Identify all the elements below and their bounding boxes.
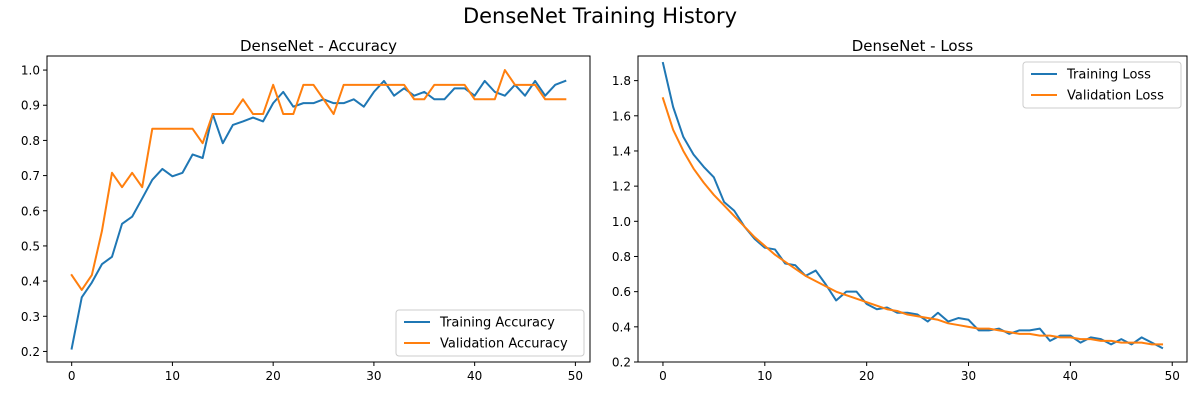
panel-1-x-tick-label: 10 bbox=[165, 369, 180, 383]
panel-2-y-tick-label: 0.8 bbox=[612, 250, 631, 264]
figure-title: DenseNet Training History bbox=[462, 4, 738, 28]
panel-1-y-tick-label: 0.8 bbox=[21, 134, 40, 148]
panel-1-title: DenseNet - Accuracy bbox=[240, 37, 397, 55]
panel-1-y-tick-label: 1.0 bbox=[21, 64, 40, 78]
panel-2-x-tick-label: 10 bbox=[757, 369, 772, 383]
panel-1-legend: Training Accuracy Validation Accuracy bbox=[395, 309, 585, 357]
panel-2-y-tick-label: 1.2 bbox=[612, 180, 631, 194]
panel-1-y-tick-label: 0.9 bbox=[21, 99, 40, 113]
panel-2-y-tick-label: 0.4 bbox=[612, 320, 631, 334]
panel-1-x-tick-label: 20 bbox=[266, 369, 281, 383]
panel-1-y-tick-label: 0.6 bbox=[21, 204, 40, 218]
panel-1-y-tick-label: 0.3 bbox=[21, 310, 40, 324]
panel-1-y-tick-label: 0.2 bbox=[21, 345, 40, 359]
panel-2-y-tick-label: 1.0 bbox=[612, 215, 631, 229]
panel-1-y-tick-label: 0.7 bbox=[21, 169, 40, 183]
panel-1-x-tick-label: 0 bbox=[68, 369, 76, 383]
panel-2-x-tick-label: 40 bbox=[1063, 369, 1078, 383]
panel-2-axes-frame bbox=[637, 55, 1188, 363]
panel-1-legend-label-1: Training Accuracy bbox=[439, 316, 555, 331]
panel-1: DenseNet - Accuracy 0 10 20 30 40 50 0.2 0.3 0.4 0… bbox=[21, 37, 591, 383]
panel-2-legend-label-1: Training Loss bbox=[1066, 68, 1151, 83]
panel-1-legend-label-2: Validation Accuracy bbox=[440, 337, 568, 352]
panel-2-x-tick-label: 0 bbox=[659, 369, 667, 383]
panel-1-series-2-line bbox=[70, 69, 567, 291]
panel-1-x-tick-label: 50 bbox=[568, 369, 583, 383]
panel-2-series-2-line bbox=[661, 96, 1164, 346]
panel-1-axes-frame bbox=[46, 55, 591, 363]
panel-1-y-tick-label: 0.4 bbox=[21, 275, 40, 289]
panel-1-legend-box bbox=[395, 309, 585, 357]
panel-2: DenseNet - Loss 0 10 20 30 40 50 0.2 0.4 0.6 0.8 1.… bbox=[612, 37, 1188, 383]
panel-2-x-tick-label: 20 bbox=[859, 369, 874, 383]
panel-2-y-tick-label: 1.6 bbox=[612, 109, 631, 123]
panel-1-y-tick-label: 0.5 bbox=[21, 239, 40, 253]
panel-1-x-tick-label: 30 bbox=[366, 369, 381, 383]
panel-2-legend-label-2: Validation Loss bbox=[1067, 89, 1164, 104]
panel-2-title: DenseNet - Loss bbox=[852, 37, 974, 55]
panel-1-series-1-line bbox=[70, 79, 567, 350]
panel-1-x-tick-label: 40 bbox=[467, 369, 482, 383]
panel-2-x-tick-label: 50 bbox=[1165, 369, 1180, 383]
panel-2-y-tick-label: 0.2 bbox=[612, 356, 631, 370]
panel-2-x-tick-label: 30 bbox=[961, 369, 976, 383]
panel-2-y-tick-label: 1.8 bbox=[612, 74, 631, 88]
panel-2-y-tick-label: 1.4 bbox=[612, 144, 631, 158]
panel-2-y-tick-label: 0.6 bbox=[612, 285, 631, 299]
panel-2-legend: Training Loss Validation Loss bbox=[1022, 61, 1182, 109]
panel-2-legend-box bbox=[1022, 61, 1182, 109]
